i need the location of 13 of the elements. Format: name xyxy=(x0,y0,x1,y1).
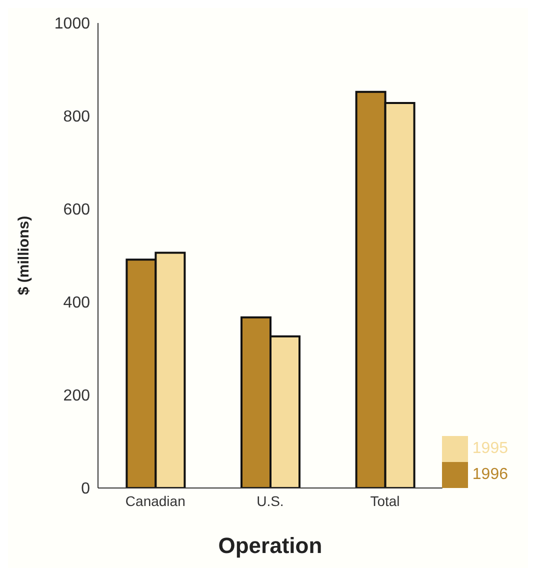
x-axis-title: Operation xyxy=(218,533,322,558)
legend-label: 1996 xyxy=(472,466,508,484)
y-tick-label: 600 xyxy=(63,202,90,219)
y-axis-title: $ (millions) xyxy=(15,216,32,296)
x-tick-label: Total xyxy=(370,492,400,509)
y-tick-label: 1000 xyxy=(54,16,90,33)
legend-label: 1995 xyxy=(472,440,508,458)
y-tick-label: 200 xyxy=(63,388,90,405)
x-tick-label: Canadian xyxy=(125,492,186,509)
x-tick-label: U.S. xyxy=(256,492,284,509)
y-tick-label: 800 xyxy=(63,108,90,126)
y-tick-label: 0 xyxy=(81,480,90,498)
y-tick-label: 400 xyxy=(63,294,90,312)
